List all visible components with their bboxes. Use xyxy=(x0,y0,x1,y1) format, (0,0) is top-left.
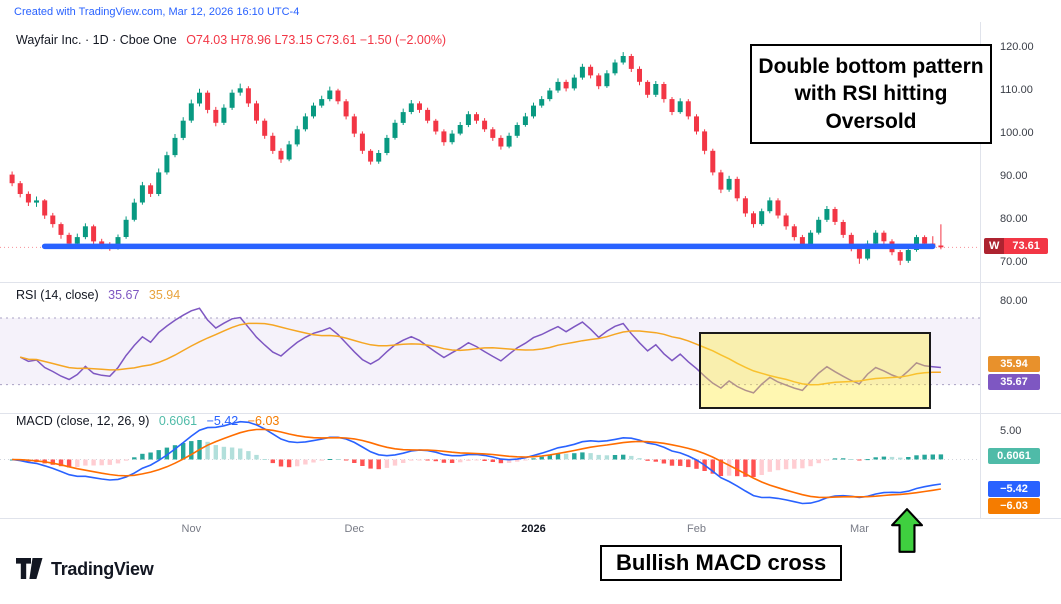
time-axis-label-nov[interactable]: Nov xyxy=(181,523,202,535)
symbol-flag: W xyxy=(984,238,1005,255)
macd-hist-current-value: 0.6061 xyxy=(158,414,198,428)
price-axis-label[interactable]: 100.00 xyxy=(1000,127,1034,140)
ohlc-values: O74.03 H78.96 L73.15 C73.61 −1.50 (−2.00… xyxy=(186,33,447,47)
rsi-ma-badge: 35.94 xyxy=(988,355,1040,372)
rsi-axis-label[interactable]: 80.00 xyxy=(1000,294,1028,307)
rsi-value-badge: 35.67 xyxy=(988,373,1040,390)
tradingview-brand-text: TradingView xyxy=(51,558,154,579)
rsi-pane xyxy=(0,307,980,394)
time-axis-label-dec[interactable]: Dec xyxy=(344,523,365,535)
double-bottom-annotation[interactable]: Double bottom pattern with RSI hitting O… xyxy=(750,44,992,144)
attribution-text: Created with TradingView.com, Mar 12, 20… xyxy=(14,6,300,18)
rsi-legend-title: RSI (14, close) xyxy=(16,288,99,302)
bullish-macd-annotation[interactable]: Bullish MACD cross xyxy=(600,545,843,581)
rsi-ma-line xyxy=(20,322,941,386)
price-axis-label[interactable]: 90.00 xyxy=(1000,170,1028,183)
macd-signal-current-value: −6.03 xyxy=(247,414,280,428)
macd-current-value: −5.42 xyxy=(206,414,239,428)
candlestick-series xyxy=(9,52,944,266)
rsi-ma-current-value: 35.94 xyxy=(148,288,181,302)
macd-hist-badge: 0.6061 xyxy=(988,448,1040,465)
last-price-value: 73.61 xyxy=(1004,238,1048,255)
rsi-legend[interactable]: RSI (14, close) 35.67 35.94 xyxy=(16,288,180,302)
macd-legend-title: MACD (close, 12, 26, 9) xyxy=(16,414,150,428)
time-axis-label-mar[interactable]: Mar xyxy=(849,523,869,535)
macd-axis-label[interactable]: 5.00 xyxy=(1000,425,1022,438)
macd-legend[interactable]: MACD (close, 12, 26, 9) 0.6061 −5.42 −6.… xyxy=(16,414,279,428)
macd-signal-line xyxy=(12,428,942,499)
last-price-badge: W 73.61 xyxy=(984,238,1048,255)
rsi-current-value: 35.67 xyxy=(108,288,140,302)
macd-signal-badge: −6.03 xyxy=(988,498,1040,515)
price-axis-label[interactable]: 80.00 xyxy=(1000,213,1028,226)
tradingview-logo-icon xyxy=(16,558,43,579)
up-arrow-icon[interactable] xyxy=(891,508,923,553)
price-axis-label[interactable]: 110.00 xyxy=(1000,84,1033,96)
price-axis-label[interactable]: 70.00 xyxy=(1000,256,1028,269)
tradingview-footer[interactable]: TradingView xyxy=(16,558,154,580)
time-axis-label-2026[interactable]: 2026 xyxy=(521,523,546,535)
time-axis-label-feb[interactable]: Feb xyxy=(687,523,706,535)
macd-pane xyxy=(9,420,944,505)
macd-line xyxy=(11,420,942,505)
macd-value-badge: −5.42 xyxy=(988,481,1040,498)
symbol-legend[interactable]: Wayfair Inc. · 1D · Cboe One O74.03 H78.… xyxy=(16,33,446,47)
symbol-title: Wayfair Inc. · 1D · Cboe One xyxy=(16,33,177,47)
price-axis-label[interactable]: 120.00 xyxy=(1000,40,1034,53)
rsi-oversold-highlight-box[interactable] xyxy=(699,332,931,409)
